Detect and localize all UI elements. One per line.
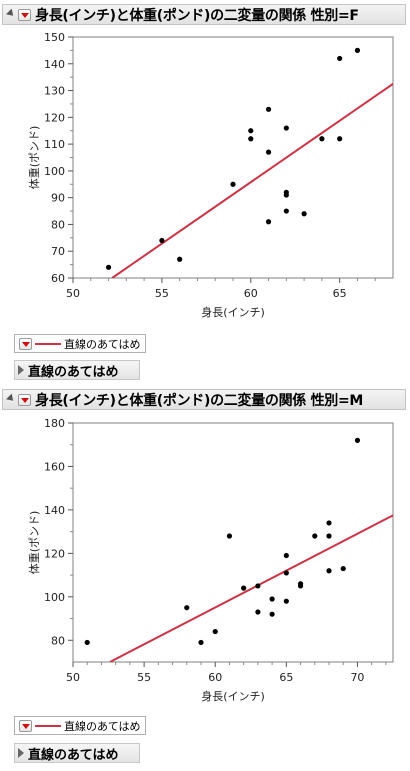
data-point (337, 136, 343, 142)
data-point (283, 192, 289, 198)
data-point (84, 639, 90, 646)
data-point (105, 264, 112, 270)
data-point (326, 520, 332, 526)
data-point (226, 533, 233, 539)
data-point (283, 552, 289, 559)
red-triangle-menu-icon[interactable] (19, 719, 32, 732)
data-point (177, 256, 183, 262)
outline-header-male[interactable]: 身長(インチ)と体重(ポンド)の二変量の関係 性別=M (2, 389, 406, 410)
data-point (265, 149, 272, 155)
y-tick-label: 130 (44, 85, 65, 98)
report-title: 身長(インチ)と体重(ポンド)の二変量の関係 性別=F (35, 7, 359, 24)
fit-report-label: 直線のあてはめ (28, 747, 119, 763)
data-point (269, 596, 275, 602)
y-tick-label: 180 (44, 417, 65, 430)
red-triangle-menu-icon[interactable] (18, 393, 31, 406)
legend-label: 直線のあてはめ (64, 719, 141, 733)
data-point (297, 583, 304, 589)
expand-arrow-icon[interactable] (18, 748, 24, 758)
y-tick-label: 150 (44, 31, 65, 44)
data-point (184, 605, 190, 611)
y-tick-label: 100 (44, 165, 65, 178)
disclosure-icon[interactable] (6, 8, 16, 19)
fit-line-swatch (35, 724, 61, 727)
data-point (283, 125, 289, 131)
x-axis-title: 身長(インチ) (201, 305, 265, 319)
legend-label: 直線のあてはめ (64, 337, 141, 351)
data-point (265, 219, 272, 225)
data-point (283, 598, 289, 604)
data-point (283, 208, 289, 214)
x-tick-label: 60 (208, 671, 222, 684)
x-tick-label: 60 (244, 287, 258, 300)
data-point (241, 585, 247, 591)
scatter-plot-male: 80 100 120 140 160 180 50 55 60 65 70 身長(インチ) 体重(ポンド… (27, 417, 394, 703)
data-point (354, 437, 361, 443)
data-point (248, 128, 254, 134)
x-tick-label: 55 (137, 671, 151, 684)
y-tick-label: 120 (44, 111, 65, 124)
data-point (319, 136, 325, 142)
x-tick-label: 55 (155, 287, 169, 300)
expand-arrow-icon[interactable] (18, 365, 24, 375)
data-point (255, 609, 261, 615)
y-tick-label: 110 (44, 138, 65, 151)
x-tick-label: 50 (66, 287, 80, 300)
y-tick-label: 100 (44, 591, 65, 604)
report-title: 身長(インチ)と体重(ポンド)の二変量の関係 性別=M (35, 392, 364, 409)
y-tick-label: 90 (51, 192, 65, 205)
red-triangle-menu-icon[interactable] (19, 337, 32, 350)
fit-legend: 直線のあてはめ (14, 716, 146, 735)
fit-report-header[interactable]: 直線のあてはめ (14, 360, 140, 380)
data-point (312, 533, 318, 539)
y-tick-label: 120 (44, 547, 65, 560)
fit-line-swatch (35, 342, 61, 345)
data-point (265, 106, 272, 112)
fit-line (109, 514, 393, 662)
data-point (354, 47, 361, 53)
data-point (337, 55, 343, 62)
disclosure-icon[interactable] (6, 393, 16, 404)
y-axis-title: 体重(ポンド) (27, 511, 41, 575)
data-point (340, 565, 346, 572)
y-tick-label: 140 (44, 504, 65, 517)
data-point (230, 181, 236, 187)
data-point (326, 568, 332, 574)
data-point (198, 639, 204, 646)
x-axis-title: 身長(インチ) (201, 689, 265, 703)
data-point (269, 611, 275, 617)
y-tick-label: 80 (51, 634, 65, 647)
fit-report-label: 直線のあてはめ (28, 364, 119, 380)
y-tick-label: 80 (51, 218, 65, 231)
data-point (248, 136, 254, 142)
data-point (326, 533, 332, 539)
fit-legend: 直線のあてはめ (14, 334, 146, 353)
plot-frame (72, 422, 394, 663)
x-tick-label: 70 (350, 671, 364, 684)
plot-frame (72, 36, 394, 279)
x-tick-label: 65 (279, 671, 293, 684)
y-tick-label: 70 (51, 245, 65, 258)
scatter-plot-female: 60 70 80 90 100 110 120 130 140 150 50 55 60 65 身長(インチ… (27, 31, 394, 319)
y-tick-label: 140 (44, 58, 65, 71)
y-tick-label: 160 (44, 460, 65, 473)
x-tick-label: 65 (333, 287, 347, 300)
red-triangle-menu-icon[interactable] (18, 8, 31, 21)
data-point (159, 237, 165, 244)
outline-header-female[interactable]: 身長(インチ)と体重(ポンド)の二変量の関係 性別=F (2, 4, 406, 25)
fit-report-header[interactable]: 直線のあてはめ (14, 743, 140, 763)
data-point (255, 583, 261, 589)
data-point (212, 628, 218, 635)
fit-line (111, 83, 393, 278)
data-point (301, 211, 307, 217)
data-point (283, 570, 289, 576)
x-tick-label: 50 (66, 671, 80, 684)
y-tick-label: 60 (51, 272, 65, 285)
y-axis-title: 体重(ポンド) (27, 126, 41, 190)
